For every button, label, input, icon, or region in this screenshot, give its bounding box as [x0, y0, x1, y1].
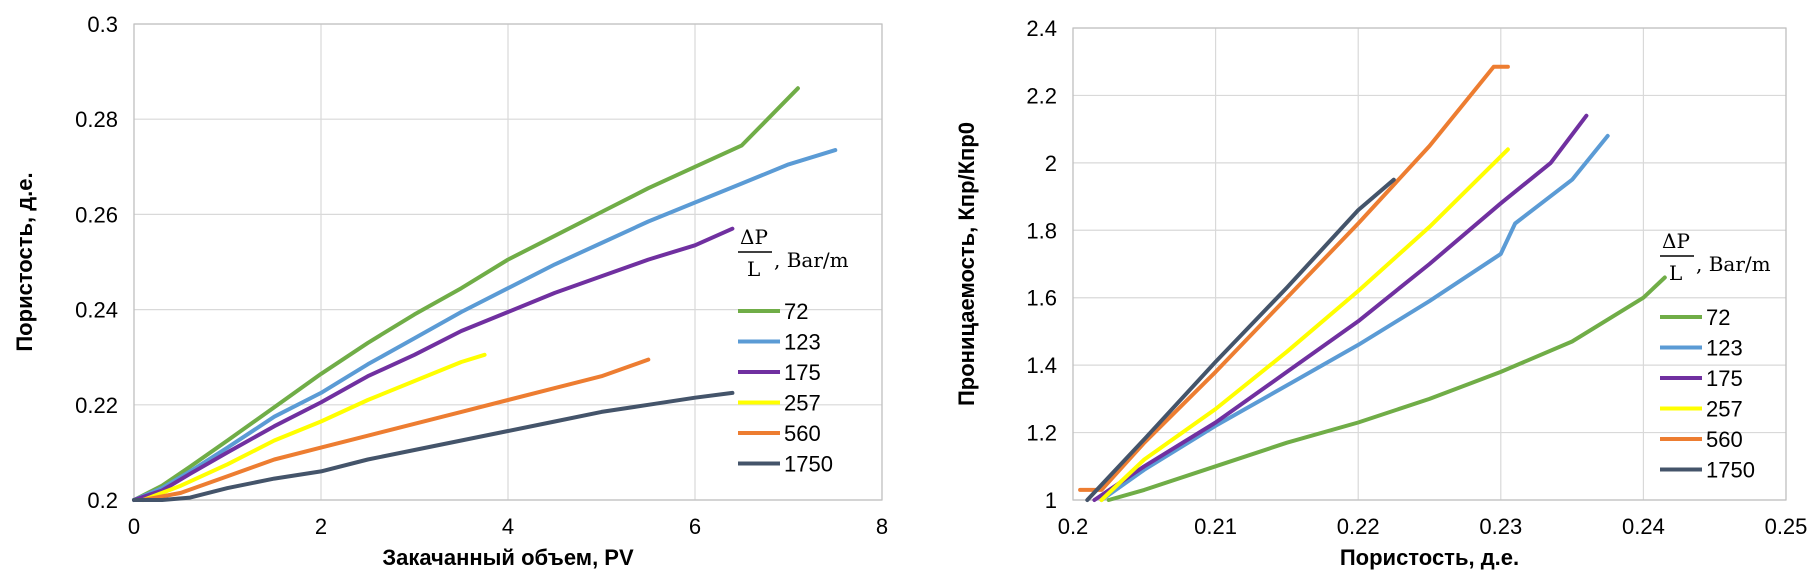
series-line-175	[132, 226, 735, 502]
x-tick-label: 0	[128, 514, 140, 539]
series-line-1750	[1085, 177, 1396, 502]
legend-entry-123: 123	[1706, 336, 1743, 361]
series-line-257	[141, 352, 487, 502]
legend-title-denominator: L	[747, 257, 760, 281]
legend-entry-257: 257	[784, 391, 821, 416]
y-tick-label: 1.8	[1026, 218, 1057, 243]
y-axis-label: Пористость, д.е.	[12, 172, 37, 351]
legend-entry-257: 257	[1706, 397, 1743, 422]
y-tick-label: 0.22	[75, 393, 118, 418]
legend-entry-560: 560	[784, 421, 821, 446]
legend-entry-72: 72	[784, 299, 808, 324]
series-line-560	[1078, 64, 1510, 492]
legend: ΔP L , Bar/m 72 123 175 257 560 1750	[738, 225, 849, 477]
series-line-1750	[132, 390, 735, 502]
x-tick-label: 4	[502, 514, 514, 539]
series-line-72	[132, 86, 800, 502]
legend-title-numerator: ΔP	[1662, 229, 1690, 253]
x-tick-label: 0.25	[1765, 514, 1808, 539]
legend-entry-1750: 1750	[1706, 458, 1755, 483]
x-tick-label: 2	[315, 514, 327, 539]
x-tick-label: 0.22	[1337, 514, 1380, 539]
legend-title-unit: , Bar/m	[1696, 252, 1771, 276]
legend-entry-1750: 1750	[784, 452, 833, 477]
x-axis-label: Закачанный объем, PV	[382, 545, 634, 570]
x-tick-label: 8	[876, 514, 888, 539]
y-tick-label: 0.2	[87, 488, 118, 513]
series-line-123	[132, 148, 838, 502]
y-tick-label: 2.2	[1026, 83, 1057, 108]
y-tick-label: 1.4	[1026, 353, 1057, 378]
legend-entry-72: 72	[1706, 305, 1730, 330]
chart-panel-2: 0.2 0.21 0.22 0.23 0.24 0.25 1 1.2 1.4 1.6 1.8 2 2.2…	[954, 16, 1807, 570]
y-axis-label: Проницаемость, Кпр/Кпр0	[954, 122, 979, 406]
series-line-72	[1106, 275, 1667, 502]
x-tick-label: 0.23	[1479, 514, 1522, 539]
series-line-175	[1092, 113, 1589, 502]
y-tick-label: 1.6	[1026, 286, 1057, 311]
legend-title-numerator: ΔP	[740, 225, 768, 249]
plot-area-frame	[133, 23, 883, 501]
legend-entry-560: 560	[1706, 427, 1743, 452]
series-line-560	[141, 357, 651, 502]
legend-entry-175: 175	[784, 360, 821, 385]
legend-entry-175: 175	[1706, 366, 1743, 391]
y-tick-label: 0.28	[75, 107, 118, 132]
y-tick-label: 2.4	[1026, 16, 1057, 41]
x-tick-label: 6	[689, 514, 701, 539]
y-tick-label: 1.2	[1026, 421, 1057, 446]
y-tick-label: 0.3	[87, 12, 118, 37]
x-tick-label: 0.21	[1194, 514, 1237, 539]
x-tick-label: 0.2	[1058, 514, 1089, 539]
y-tick-label: 0.24	[75, 298, 118, 323]
legend: ΔP L , Bar/m 72 123 175 257 560 1750	[1660, 229, 1771, 483]
x-tick-label: 0.24	[1622, 514, 1665, 539]
series-line-123	[1099, 133, 1610, 502]
legend-entry-123: 123	[784, 330, 821, 355]
x-axis-label: Пористость, д.е.	[1340, 545, 1519, 570]
y-tick-label: 2	[1045, 151, 1057, 176]
chart-panel-1: 0 2 4 6 8 0.2 0.22 0.24 0.26 0.28 0.3 Закачанный об…	[12, 12, 888, 570]
series-line-257	[1099, 147, 1510, 502]
plot-area-frame	[1072, 27, 1787, 501]
legend-title-unit: , Bar/m	[774, 248, 849, 272]
legend-title-denominator: L	[1669, 261, 1682, 285]
y-tick-label: 0.26	[75, 202, 118, 227]
y-tick-label: 1	[1045, 488, 1057, 513]
